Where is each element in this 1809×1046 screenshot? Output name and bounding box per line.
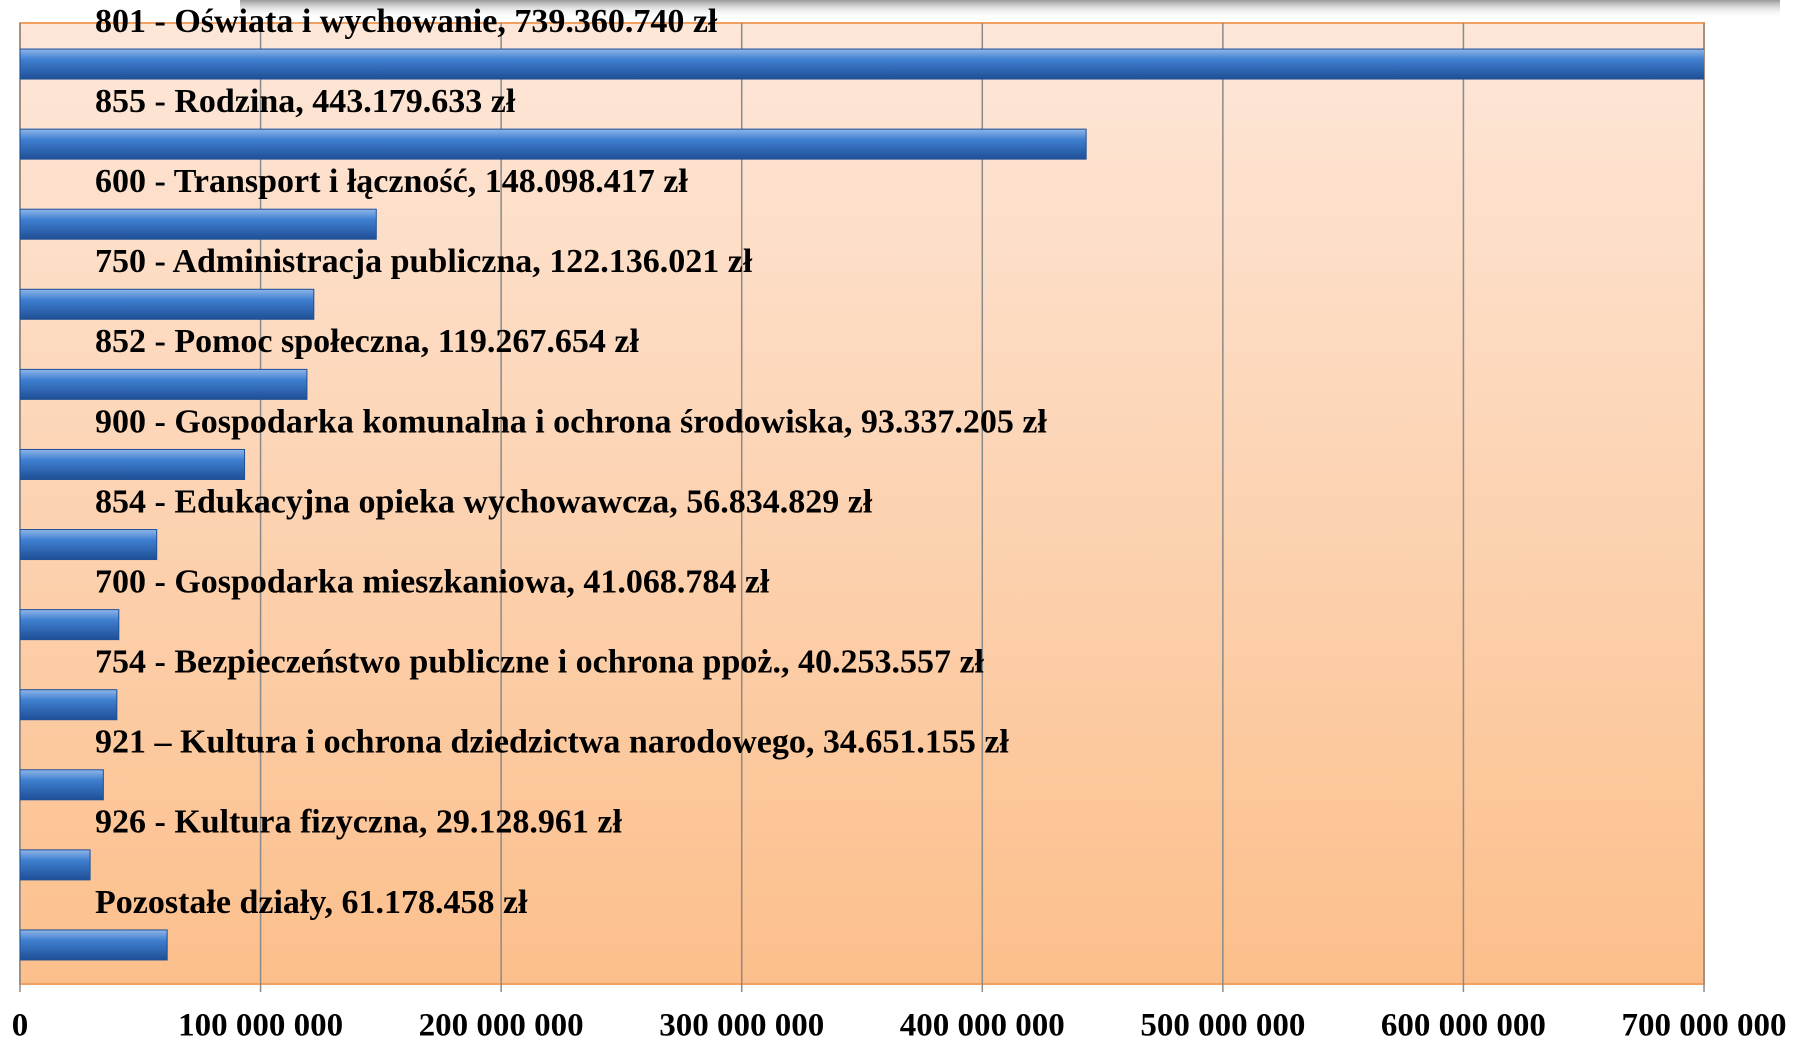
decor-shadow [240,0,1780,18]
bar [20,368,308,400]
x-tick-label: 500 000 000 [1140,1008,1305,1041]
bar-label: 855 - Rodzina, 443.179.633 zł [95,83,516,120]
x-tick-label: 700 000 000 [1622,1008,1787,1041]
x-tick-label: 0 [12,1008,29,1041]
x-tick-label: 100 000 000 [178,1008,343,1041]
bar-label: 700 - Gospodarka mieszkaniowa, 41.068.78… [95,563,770,600]
bar-label: 750 - Administracja publiczna, 122.136.0… [95,243,753,280]
x-tick-label: 400 000 000 [900,1008,1065,1041]
bar [20,529,158,561]
bar [20,849,91,881]
bar [20,448,246,480]
bar-label: 754 - Bezpieczeństwo publiczne i ochrona… [95,644,985,681]
bar [20,769,104,801]
x-tick-label: 600 000 000 [1381,1008,1546,1041]
bar-label: 900 - Gospodarka komunalna i ochrona śro… [95,403,1047,440]
bar [20,288,315,320]
bar-label: 600 - Transport i łączność, 148.098.417 … [95,163,688,200]
bar [20,689,118,721]
bar-label: 854 - Edukacyjna opieka wychowawcza, 56.… [95,483,873,520]
x-tick-label: 300 000 000 [659,1008,824,1041]
bar [20,929,168,961]
bar-label: 926 - Kultura fizyczna, 29.128.961 zł [95,804,622,841]
x-tick-label: 200 000 000 [419,1008,584,1041]
bar-label: 852 - Pomoc społeczna, 119.267.654 zł [95,323,639,360]
bar [20,609,120,641]
bar-label: 921 – Kultura i ochrona dziedzictwa naro… [95,724,1009,761]
bar [20,208,377,240]
bar-label: 801 - Oświata i wychowanie, 739.360.740 … [95,3,718,40]
bar [20,128,1087,160]
bar-label: Pozostałe działy, 61.178.458 zł [95,884,528,921]
bar [20,48,1704,80]
